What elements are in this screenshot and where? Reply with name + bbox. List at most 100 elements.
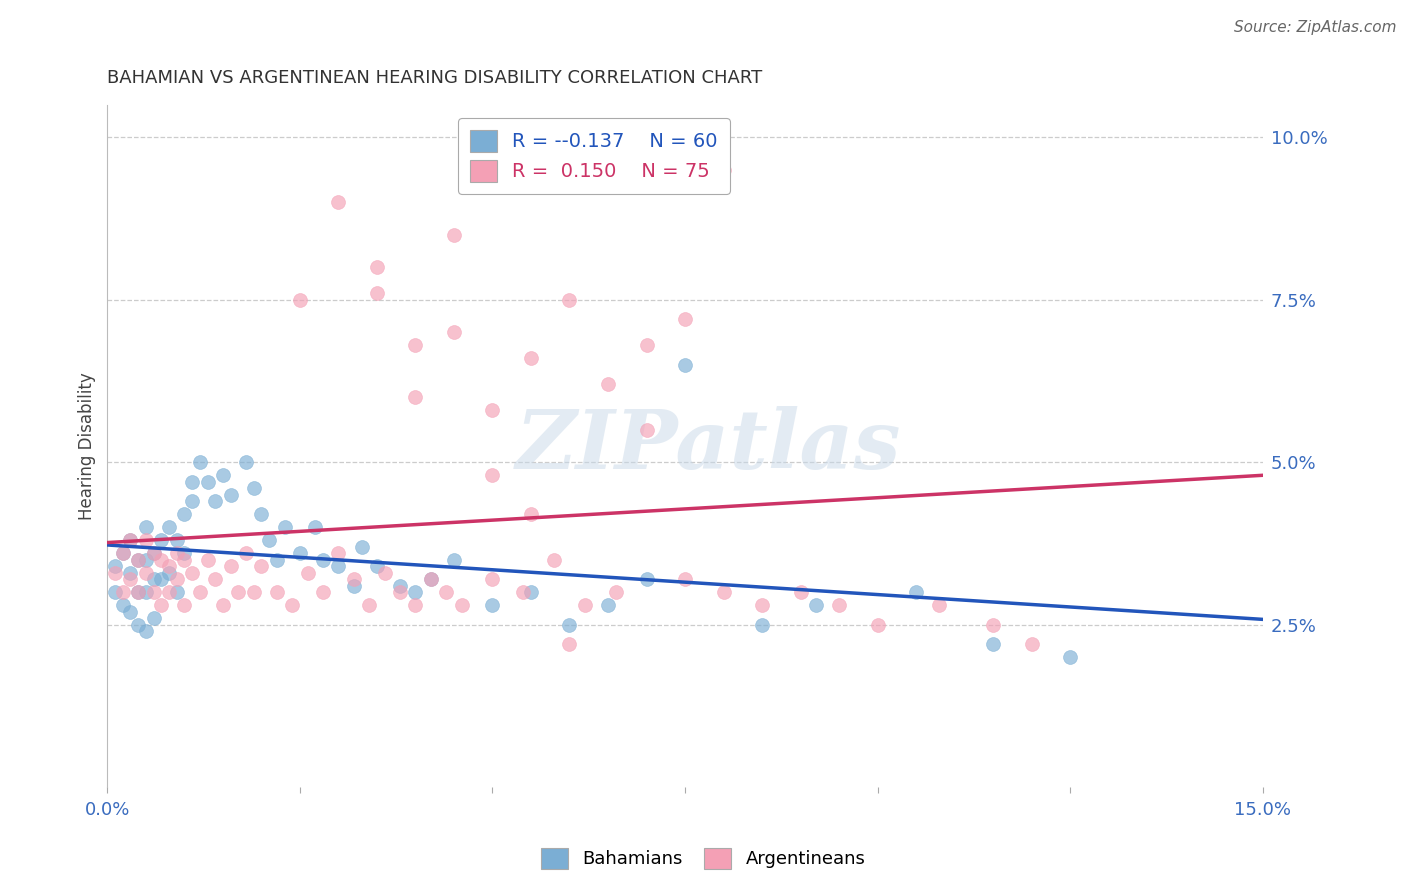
Point [150, 598, 173, 612]
Point [558, 637, 581, 651]
Point [288, 546, 311, 560]
Point [250, 507, 273, 521]
Point [204, 572, 226, 586]
Point [443, 227, 465, 242]
Point [135, 566, 157, 580]
Point [434, 585, 457, 599]
Point [404, 585, 426, 599]
Point [558, 617, 581, 632]
Point [120, 566, 142, 580]
Point [127, 585, 149, 599]
Point [212, 598, 235, 612]
Point [142, 546, 165, 560]
Point [328, 546, 350, 560]
Point [981, 637, 1004, 651]
Point [150, 533, 173, 548]
Point [235, 546, 257, 560]
Point [281, 598, 304, 612]
Point [596, 377, 619, 392]
Point [366, 559, 388, 574]
Point [135, 585, 157, 599]
Point [266, 585, 288, 599]
Point [111, 585, 134, 599]
Point [188, 585, 211, 599]
Point [1059, 650, 1081, 665]
Point [312, 585, 335, 599]
Point [520, 351, 543, 366]
Point [312, 552, 335, 566]
Point [636, 423, 658, 437]
Point [166, 585, 188, 599]
Point [443, 552, 465, 566]
Point [481, 468, 503, 483]
Point [197, 552, 219, 566]
Point [543, 552, 565, 566]
Point [181, 566, 204, 580]
Point [359, 598, 381, 612]
Point [120, 605, 142, 619]
Point [636, 338, 658, 352]
Point [450, 598, 472, 612]
Point [127, 617, 149, 632]
Point [257, 533, 280, 548]
Point [242, 481, 264, 495]
Point [135, 520, 157, 534]
Point [512, 585, 534, 599]
Point [981, 617, 1004, 632]
Point [366, 286, 388, 301]
Point [366, 260, 388, 275]
Point [188, 455, 211, 469]
Point [1021, 637, 1043, 651]
Point [157, 559, 180, 574]
Point [520, 507, 543, 521]
Point [120, 533, 142, 548]
Point [350, 540, 373, 554]
Point [596, 598, 619, 612]
Point [866, 617, 889, 632]
Point [204, 494, 226, 508]
Point [235, 455, 257, 469]
Point [142, 572, 165, 586]
Point [242, 585, 264, 599]
Point [804, 598, 827, 612]
Point [574, 598, 596, 612]
Point [166, 572, 188, 586]
Point [104, 566, 127, 580]
Point [481, 403, 503, 417]
Point [219, 488, 242, 502]
Point [304, 520, 326, 534]
Point [166, 533, 188, 548]
Point [181, 475, 204, 489]
Point [605, 585, 627, 599]
Point [404, 338, 426, 352]
Point [673, 572, 696, 586]
Point [197, 475, 219, 489]
Point [328, 559, 350, 574]
Point [111, 546, 134, 560]
Point [558, 293, 581, 307]
Point [219, 559, 242, 574]
Point [150, 572, 173, 586]
Point [789, 585, 811, 599]
Point [127, 552, 149, 566]
Point [135, 624, 157, 639]
Text: ZIPatlas: ZIPatlas [516, 406, 901, 486]
Legend: R = --0.137    N = 60, R =  0.150    N = 75: R = --0.137 N = 60, R = 0.150 N = 75 [458, 118, 730, 194]
Point [713, 162, 735, 177]
Point [443, 325, 465, 339]
Point [226, 585, 249, 599]
Point [404, 598, 426, 612]
Point [135, 533, 157, 548]
Point [389, 585, 412, 599]
Point [673, 312, 696, 326]
Point [389, 579, 412, 593]
Point [166, 546, 188, 560]
Point [673, 358, 696, 372]
Point [343, 579, 366, 593]
Point [636, 572, 658, 586]
Point [142, 546, 165, 560]
Point [150, 552, 173, 566]
Point [173, 598, 195, 612]
Point [343, 572, 366, 586]
Point [111, 546, 134, 560]
